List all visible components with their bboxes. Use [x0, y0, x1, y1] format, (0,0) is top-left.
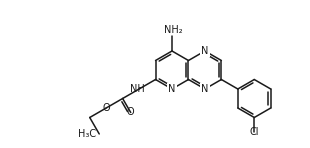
Text: NH₂: NH₂ — [164, 25, 182, 35]
Text: NH: NH — [130, 84, 144, 94]
Text: Cl: Cl — [250, 127, 259, 136]
Text: O: O — [102, 103, 110, 113]
Text: N: N — [201, 84, 209, 94]
Text: N: N — [201, 46, 209, 56]
Text: H₃C: H₃C — [78, 129, 96, 139]
Text: O: O — [127, 107, 135, 118]
Text: N: N — [168, 84, 176, 94]
